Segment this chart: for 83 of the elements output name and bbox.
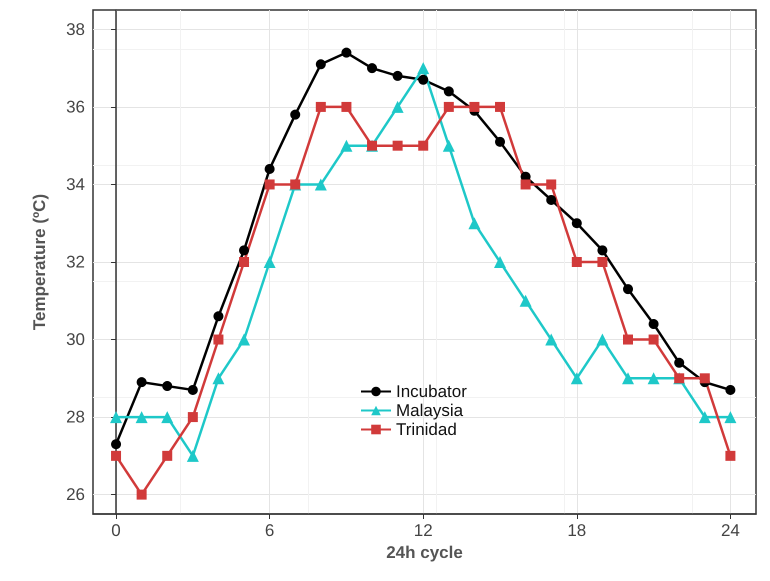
point [341,48,352,58]
point [623,334,634,345]
point [136,377,147,388]
point [442,140,455,152]
y-axis-title: Temperature (ºC) [30,194,49,330]
y-tick-label: 34 [66,174,85,194]
point [648,334,659,345]
point [238,334,250,346]
point [162,381,172,392]
point [444,102,454,112]
point [725,450,736,461]
point [161,411,174,424]
point [239,257,250,267]
x-tick-label: 6 [264,521,274,540]
point [520,179,531,190]
point [316,59,326,70]
x-axis-title: 24h cycle [386,542,463,562]
y-tick-label: 26 [66,485,85,504]
y-tick-label: 36 [66,97,85,116]
point [724,411,736,424]
point [392,70,403,81]
point [572,257,582,267]
point [418,140,428,151]
point [212,372,224,384]
point [136,411,148,424]
point [417,62,430,74]
point [264,256,276,268]
point [264,179,275,190]
point [264,164,275,174]
x-tick-label: 18 [567,521,586,540]
point [111,450,122,461]
point [340,140,352,152]
point [367,63,378,74]
point [597,257,608,267]
y-tick-label: 28 [66,408,85,427]
point [495,102,506,112]
point [213,334,224,345]
point [290,110,300,120]
point [444,86,454,96]
point [239,245,250,256]
point [725,384,736,395]
point [597,245,608,256]
point [520,294,532,307]
legend-label: Trinidad [396,420,457,439]
point [418,74,428,85]
point [392,140,403,151]
point [468,217,480,230]
point [316,102,326,112]
point [572,218,582,228]
x-tick-label: 24 [720,521,740,540]
point [494,256,506,268]
point [188,384,198,395]
point [596,334,608,346]
y-tick-label: 30 [66,330,85,350]
legend-label: Incubator [396,382,468,401]
y-tick-label: 32 [66,252,85,272]
point [110,411,122,424]
point [546,179,556,190]
point [469,102,480,112]
point [341,102,352,112]
point [314,178,327,190]
x-tick-label: 12 [414,521,433,540]
point [648,372,660,384]
point [698,411,711,424]
point [111,439,122,450]
point [392,100,404,113]
legend-label: Malaysia [396,401,464,420]
point [623,284,634,294]
x-tick-label: 0 [111,521,121,540]
point [136,490,147,500]
point [570,372,583,384]
point [700,373,710,384]
point [186,450,199,462]
point [188,412,198,422]
point [546,194,556,205]
point [648,319,659,330]
point [495,136,506,147]
point [674,358,684,368]
point [622,372,634,384]
y-tick-label: 38 [66,20,85,39]
point [545,334,558,346]
point [162,450,172,461]
point [213,311,224,322]
